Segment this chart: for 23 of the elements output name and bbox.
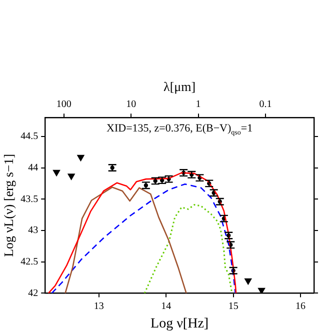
point [77,154,84,162]
line-series [144,204,233,294]
x2-tick-label: 1 [196,99,201,110]
x-tick-label: 13 [94,300,104,312]
x-tick-label: 16 [296,300,306,312]
x2-axis-title: λ[μm] [164,79,196,94]
point [52,170,60,176]
point [68,174,75,180]
x-axis-title: Log ν[Hz] [150,316,209,332]
x2-tick-label: 0.1 [259,99,272,110]
y-tick-label: 43.5 [20,194,38,205]
y-tick-label: 43 [28,225,38,236]
x-tick-label: 14 [161,300,172,312]
point [244,278,252,285]
y-axis-title: Log νL(ν) [erg s−1] [1,154,16,257]
x2-tick-label: 10 [126,99,136,110]
x-tick-label: 15 [228,300,238,312]
y-tick-label: 44 [28,162,38,174]
y-tick-label: 44.5 [20,131,38,142]
x2-tick-label: 100 [56,99,72,110]
point [258,288,266,294]
y-tick-label: 42 [28,288,38,299]
y-tick-label: 42.5 [20,256,38,268]
